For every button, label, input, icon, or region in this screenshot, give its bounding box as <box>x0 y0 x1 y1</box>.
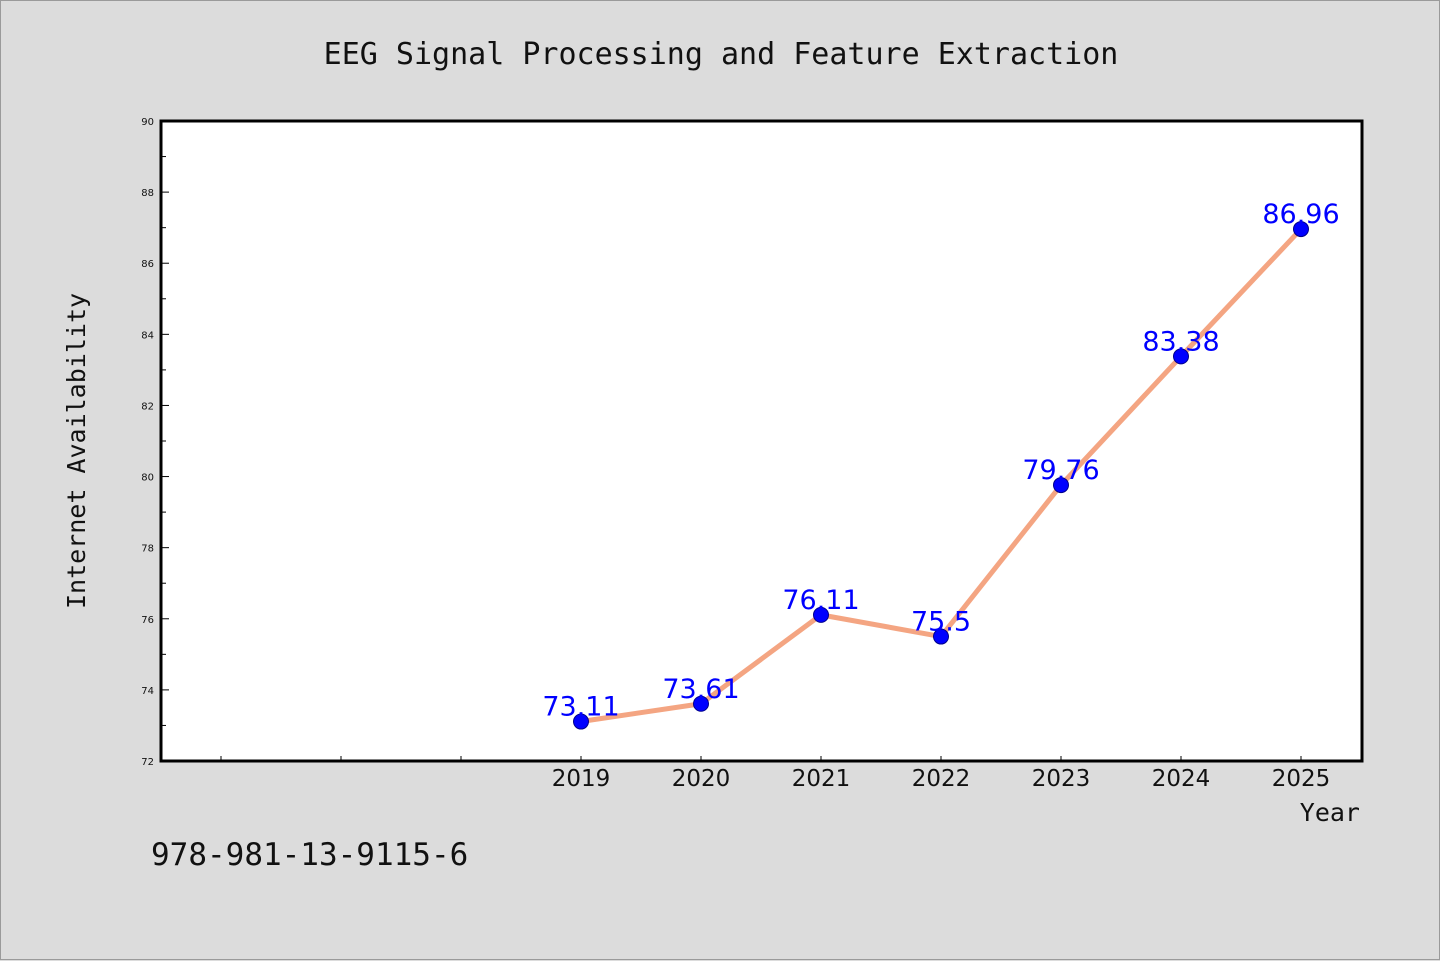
y-axis-label: Internet Availability <box>62 293 91 609</box>
y-tick-label: 76 <box>141 615 154 626</box>
data-label: 73.11 <box>542 692 619 723</box>
data-markers <box>573 221 1309 730</box>
data-point <box>813 606 829 623</box>
y-tick-label: 90 <box>141 117 154 128</box>
y-tick-label: 74 <box>141 686 154 697</box>
y-tick-label: 82 <box>141 401 154 412</box>
data-point <box>573 713 589 730</box>
chart-title: EEG Signal Processing and Feature Extrac… <box>324 37 1119 72</box>
y-tick-label: 84 <box>141 330 154 341</box>
isbn-footnote: 978-981-13-9115-6 <box>151 837 468 873</box>
data-label: 83.38 <box>1142 326 1219 357</box>
data-labels: 73.11 73.61 76.11 75.5 79.76 83.38 86.96 <box>542 199 1339 722</box>
y-tick-label: 72 <box>141 757 154 768</box>
x-tick-label: 2025 <box>1272 766 1331 792</box>
x-tick-label: 2019 <box>552 766 611 792</box>
x-tick-label: 2022 <box>912 766 971 792</box>
data-point <box>933 628 949 645</box>
data-point <box>1053 477 1069 494</box>
data-point <box>1293 221 1309 238</box>
data-point <box>1173 348 1189 365</box>
y-tick-label: 78 <box>141 544 154 555</box>
x-tick-label: 2024 <box>1152 766 1211 792</box>
x-tick-label: 2020 <box>672 766 731 792</box>
y-tick-label: 80 <box>141 473 154 484</box>
data-point <box>693 695 709 712</box>
data-label: 79.76 <box>1022 455 1099 486</box>
data-label: 73.61 <box>662 674 739 705</box>
y-tick-label: 88 <box>141 188 154 199</box>
x-axis-label: Year <box>1300 798 1360 827</box>
plot-area <box>161 121 1362 761</box>
data-label: 86.96 <box>1262 199 1339 230</box>
y-tick-label: 86 <box>141 259 154 270</box>
data-label: 76.11 <box>782 585 859 616</box>
x-axis-ticks: 2019 2020 2021 2022 2023 2024 2025 <box>552 766 1331 792</box>
data-label: 75.5 <box>911 607 971 638</box>
y-axis-ticks: 72 74 76 78 80 82 84 86 88 90 <box>141 117 154 768</box>
x-tick-label: 2023 <box>1032 766 1091 792</box>
x-tick-label: 2021 <box>792 766 851 792</box>
plot-frame <box>159 119 1364 763</box>
